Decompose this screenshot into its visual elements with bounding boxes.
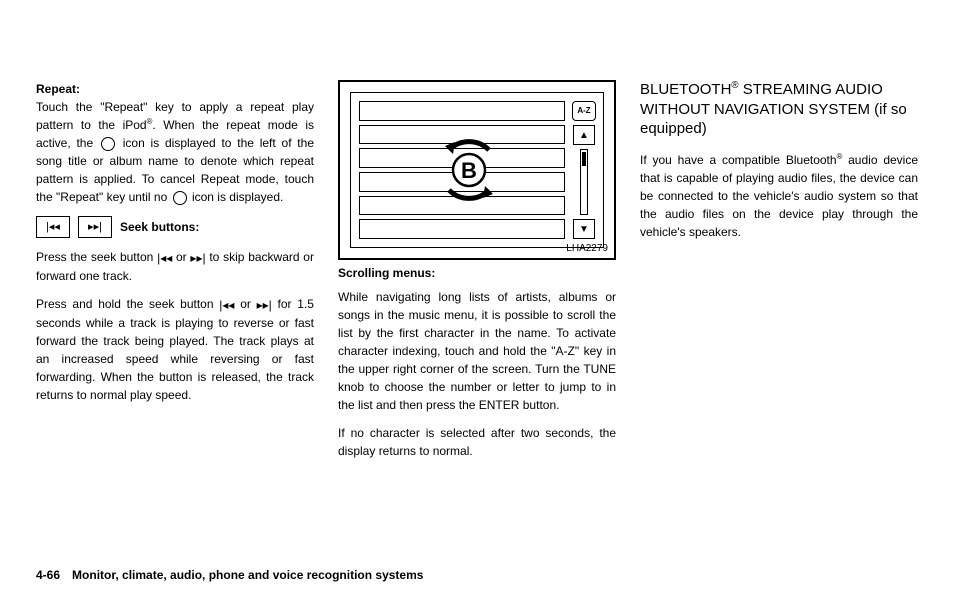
- scrollbar-thumb[interactable]: [582, 152, 586, 166]
- reg-mark: ®: [731, 80, 738, 91]
- seek-fwd-icon: ▸▸|: [190, 249, 205, 267]
- az-index-button[interactable]: A-Z: [572, 101, 596, 121]
- az-label: A-Z: [577, 105, 590, 117]
- seek-back-icon: |◂◂: [46, 219, 60, 236]
- section-title: Monitor, climate, audio, phone and voice…: [72, 568, 423, 582]
- seek-fwd-icon: ▸▸|: [88, 219, 102, 236]
- scrolling-heading: Scrolling menus:: [338, 264, 616, 282]
- tune-dial-overlay: B: [429, 130, 509, 210]
- repeat-section: Repeat: Touch the "Repeat" key to apply …: [36, 80, 314, 206]
- list-item[interactable]: [359, 101, 565, 121]
- column-2: A-Z ▲ ▼ B: [338, 80, 616, 540]
- seek-p1b: or: [176, 250, 190, 264]
- scrolling-para-1: While navigating long lists of artists, …: [338, 288, 616, 414]
- up-arrow-icon: ▲: [579, 128, 589, 143]
- figure-label: LHA2279: [566, 241, 608, 256]
- seek-para-2: Press and hold the seek button |◂◂ or ▸▸…: [36, 295, 314, 404]
- seek-p1a: Press the seek button: [36, 250, 157, 264]
- seek-p2b: or: [240, 297, 256, 311]
- column-1: Repeat: Touch the "Repeat" key to apply …: [36, 80, 314, 540]
- seek-fwd-icon: ▸▸|: [257, 296, 272, 314]
- seek-para-1: Press the seek button |◂◂ or ▸▸| to skip…: [36, 248, 314, 285]
- repeat-text-4: icon is displayed.: [189, 190, 284, 204]
- bt-title-a: BLUETOOTH: [640, 81, 731, 98]
- seek-back-button[interactable]: |◂◂: [36, 216, 70, 238]
- figure-lha2279: A-Z ▲ ▼ B: [338, 80, 616, 260]
- seek-p2c: for 1.5 seconds while a track is playing…: [36, 297, 314, 402]
- bluetooth-heading: BLUETOOTH® STREAMING AUDIO WITHOUT NAVIG…: [640, 80, 918, 139]
- page-columns: Repeat: Touch the "Repeat" key to apply …: [36, 80, 918, 540]
- repeat-heading: Repeat:: [36, 82, 80, 96]
- list-item[interactable]: [359, 219, 565, 239]
- down-arrow-icon: ▼: [579, 222, 589, 237]
- bluetooth-para: If you have a compatible Bluetooth® audi…: [640, 151, 918, 241]
- scrollbar-track[interactable]: [580, 149, 588, 215]
- figure-screen: A-Z ▲ ▼ B: [350, 92, 604, 248]
- scroll-up-button[interactable]: ▲: [573, 125, 595, 145]
- seek-p2a: Press and hold the seek button: [36, 297, 219, 311]
- dial-icon: B: [429, 130, 509, 210]
- seek-back-icon: |◂◂: [157, 249, 172, 267]
- repeat-icon: [101, 137, 115, 151]
- dial-letter: B: [461, 158, 477, 183]
- bt-p1a: If you have a compatible Bluetooth: [640, 153, 837, 167]
- seek-heading: Seek buttons:: [120, 218, 199, 236]
- scrolling-para-2: If no character is selected after two se…: [338, 424, 616, 460]
- page-footer: 4-66 Monitor, climate, audio, phone and v…: [36, 566, 423, 584]
- scroll-controls: A-Z ▲ ▼: [571, 101, 597, 239]
- scroll-down-button[interactable]: ▼: [573, 219, 595, 239]
- page-number: 4-66: [36, 568, 60, 582]
- seek-buttons-row: |◂◂ ▸▸| Seek buttons:: [36, 216, 314, 238]
- seek-back-icon: |◂◂: [219, 296, 234, 314]
- repeat-icon: [173, 191, 187, 205]
- seek-forward-button[interactable]: ▸▸|: [78, 216, 112, 238]
- column-3: BLUETOOTH® STREAMING AUDIO WITHOUT NAVIG…: [640, 80, 918, 540]
